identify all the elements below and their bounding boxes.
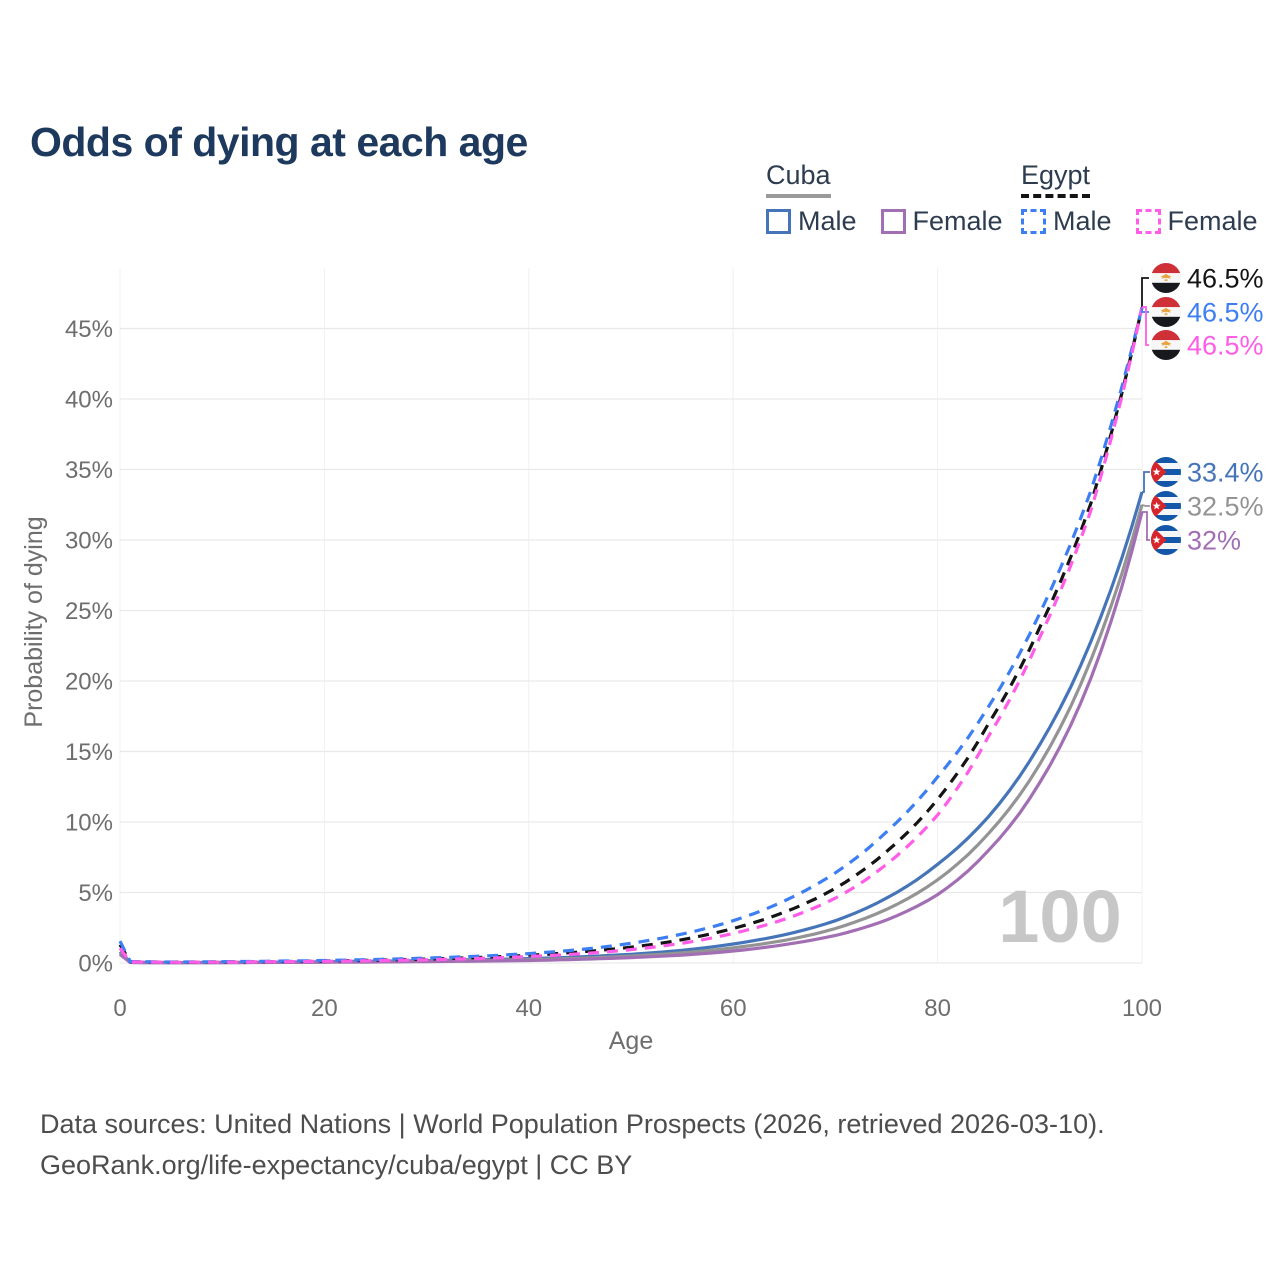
egypt-flag-icon [1151, 297, 1181, 327]
legend-swatch-icon [1021, 209, 1046, 234]
cuba-flag-icon [1150, 490, 1181, 522]
legend-group-title-egypt: Egypt [1021, 160, 1091, 198]
series-line-egypt_both [118, 307, 1144, 964]
y-tick-label: 5% [78, 880, 113, 907]
legend-item-cuba-male[interactable]: Male [766, 206, 857, 237]
y-axis-title: Probability of dying [20, 516, 48, 727]
legend-group-cuba: Cuba Male Female [766, 160, 1003, 237]
y-tick-label: 20% [65, 669, 113, 696]
egypt-flag-icon [1151, 330, 1181, 360]
cuba-flag-icon [1150, 524, 1181, 556]
footer-source-line: Data sources: United Nations | World Pop… [40, 1109, 1105, 1139]
series-end-label-cuba_female: 32% [1187, 526, 1241, 556]
series-line-egypt_male [118, 307, 1144, 964]
legend-item-label: Female [912, 206, 1003, 236]
series-end-label-egypt_female: 46.5% [1187, 331, 1264, 361]
y-tick-label: 30% [65, 528, 113, 555]
y-tick-label: 10% [65, 810, 113, 837]
page-title: Odds of dying at each age [30, 119, 528, 166]
y-tick-label: 25% [65, 598, 113, 625]
series-end-label-cuba_both: 32.5% [1187, 492, 1264, 522]
x-tick-label: 0 [113, 995, 126, 1022]
y-tick-label: 0% [78, 951, 113, 978]
x-tick-label: 40 [515, 995, 542, 1022]
leader-line-cuba_female [1142, 511, 1150, 541]
series-line-egypt_female [118, 307, 1144, 964]
x-tick-label: 100 [1122, 995, 1162, 1022]
x-tick-label: 80 [924, 995, 951, 1022]
footer: Data sources: United Nations | World Pop… [40, 1104, 1105, 1186]
legend-item-egypt-male[interactable]: Male [1021, 206, 1112, 237]
x-axis-title: Age [609, 1027, 653, 1055]
series-curves [118, 307, 1144, 965]
legend-group-egypt: Egypt Male Female [1021, 160, 1258, 237]
legend-item-label: Female [1167, 206, 1258, 236]
egypt-flag-icon [1151, 263, 1181, 293]
leader-line-cuba_both [1141, 504, 1150, 507]
y-tick-label: 40% [65, 387, 113, 414]
series-end-labels: 46.5%46.5%46.5%33.4%32.5%32% [1150, 263, 1264, 556]
leader-line-cuba_male [1142, 471, 1150, 493]
series-end-label-cuba_male: 33.4% [1187, 458, 1264, 488]
y-tick-label: 15% [65, 739, 113, 766]
legend-group-title-cuba: Cuba [766, 160, 831, 198]
cuba-flag-icon [1150, 456, 1181, 488]
chart-watermark: 100 [998, 875, 1121, 958]
legend-item-label: Male [798, 206, 857, 236]
legend-item-label: Male [1053, 206, 1112, 236]
legend-item-cuba-female[interactable]: Female [880, 206, 1003, 237]
legend-swatch-icon [880, 209, 906, 234]
axis-labels: 0 20 40 60 80 100 0% 5% 10% 15% 20% 25% 30% 35% 40% 45%… [20, 316, 1162, 1055]
y-tick-label: 35% [65, 457, 113, 484]
legend-swatch-icon [1135, 209, 1161, 234]
legend-swatch-icon [766, 209, 791, 234]
leader-line-egypt_female [1142, 306, 1149, 346]
y-tick-label: 45% [65, 316, 113, 343]
x-tick-label: 20 [311, 995, 338, 1022]
footer-link-line: GeoRank.org/life-expectancy/cuba/egypt |… [40, 1150, 633, 1180]
series-end-label-egypt_male: 46.5% [1187, 298, 1264, 328]
leader-lines [1141, 277, 1150, 541]
x-tick-label: 60 [720, 995, 747, 1022]
gridlines [119, 268, 1143, 964]
leader-line-egypt_both [1141, 277, 1149, 307]
series-end-label-egypt_both: 46.5% [1187, 264, 1264, 294]
legend-item-egypt-female[interactable]: Female [1135, 206, 1258, 237]
